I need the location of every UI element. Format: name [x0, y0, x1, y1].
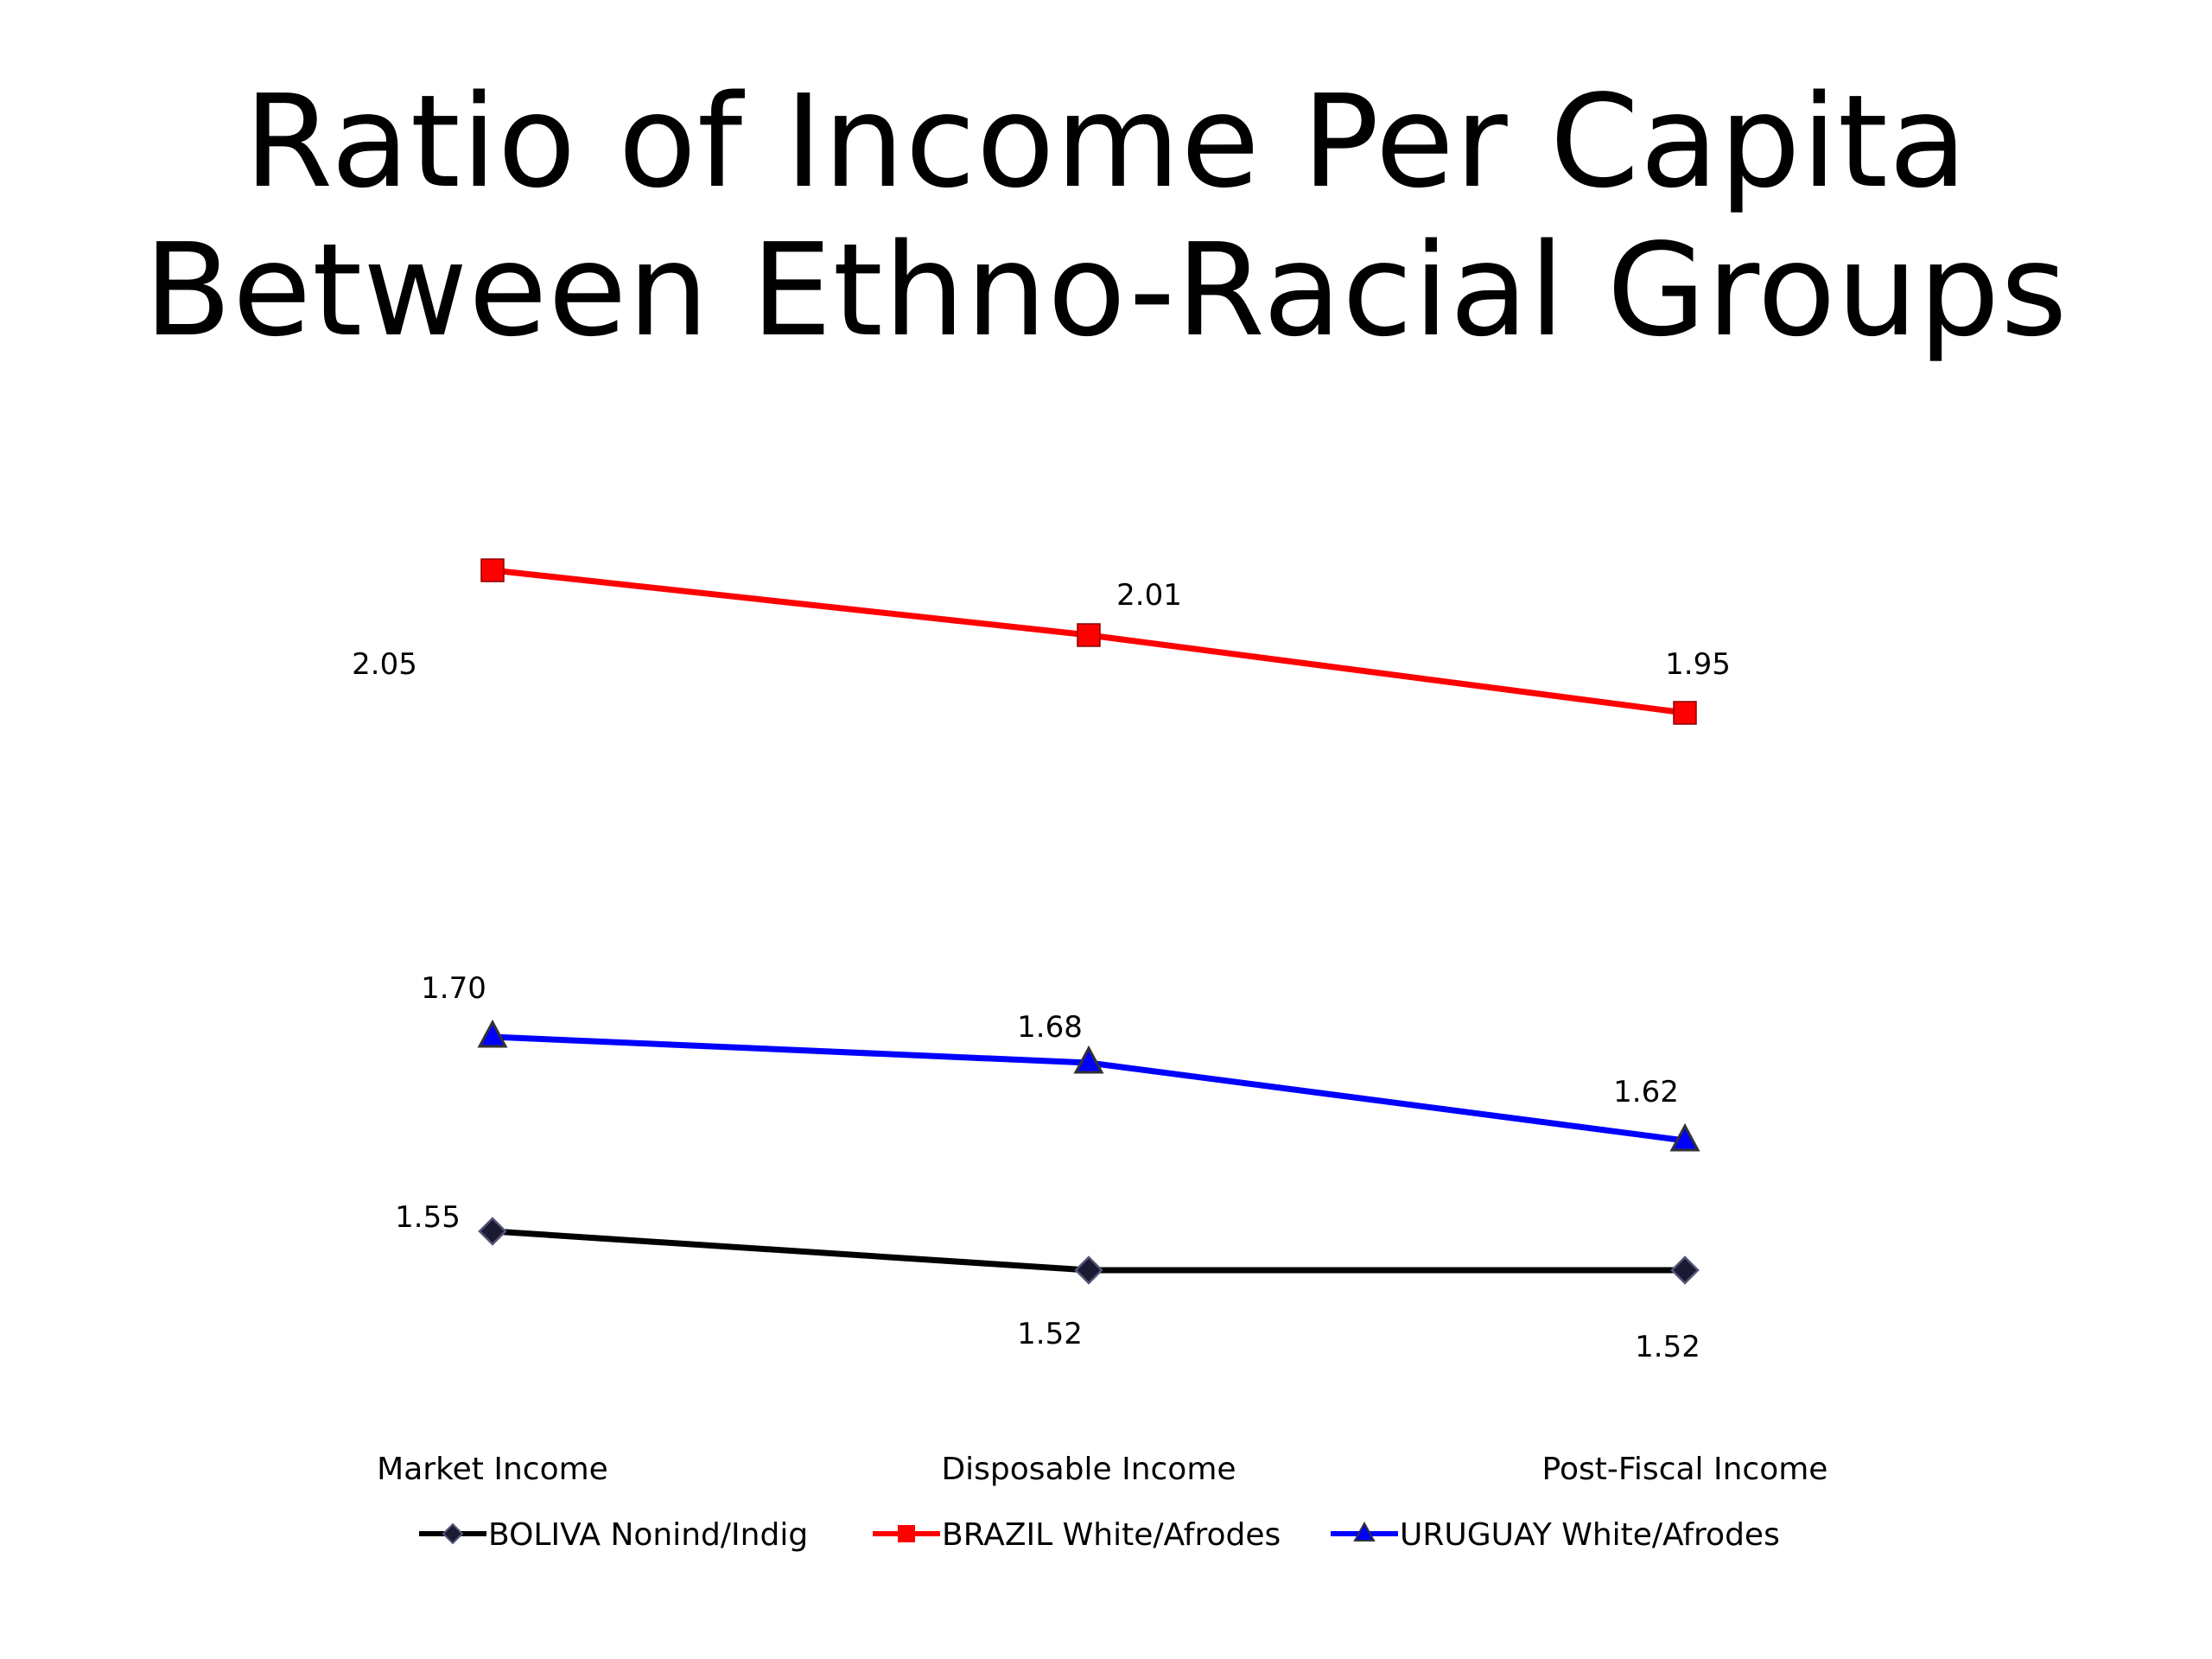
legend-label: URUGUAY White/Afrodes — [1400, 1517, 1780, 1553]
legend-marker — [442, 1522, 464, 1545]
data-label: 2.01 — [1116, 578, 1182, 613]
data-point-marker — [480, 558, 505, 582]
category-label: Disposable Income — [941, 1452, 1236, 1487]
data-point-marker — [478, 1217, 507, 1246]
data-label: 1.70 — [421, 971, 486, 1006]
series-layer — [477, 558, 1700, 1285]
slide-title: Ratio of Income Per Capita Between Ethno… — [0, 67, 2212, 365]
legend-item: BOLIVA Nonind/Indig — [419, 1517, 808, 1553]
series-1 — [478, 1217, 1700, 1285]
data-label: 1.68 — [1017, 1010, 1083, 1045]
data-label: 1.52 — [1017, 1317, 1083, 1351]
data-label: 1.55 — [395, 1200, 461, 1235]
series-2 — [480, 558, 1697, 725]
legend-label: BRAZIL White/Afrodes — [942, 1517, 1281, 1553]
data-point-marker — [1670, 1255, 1700, 1285]
data-label-layer: 1.55 1.52 1.52 2.05 2.01 1.95 1.70 1.68 1.62 — [352, 578, 1731, 1364]
data-label: 1.95 — [1665, 647, 1731, 682]
data-point-marker — [1669, 1122, 1700, 1152]
data-point-marker — [1673, 701, 1697, 725]
data-point-marker — [1073, 1045, 1104, 1074]
legend-label: BOLIVA Nonind/Indig — [488, 1517, 808, 1553]
legend-marker — [1353, 1521, 1376, 1541]
legend-marker — [898, 1525, 915, 1542]
data-label: 2.05 — [352, 647, 417, 682]
legend: BOLIVA Nonind/Indig BRAZIL White/Afrodes U… — [419, 1517, 1780, 1553]
category-label: Post-Fiscal Income — [1542, 1452, 1828, 1487]
data-point-marker — [477, 1019, 508, 1048]
data-point-marker — [1074, 1255, 1103, 1285]
series-3 — [477, 1019, 1700, 1152]
legend-item: BRAZIL White/Afrodes — [873, 1517, 1281, 1553]
data-point-marker — [1077, 623, 1101, 647]
data-label: 1.52 — [1635, 1330, 1700, 1364]
category-axis-labels: Market Income Disposable Income Post-Fisca… — [377, 1452, 1827, 1487]
title-line-2: Between Ethno-Racial Groups — [143, 216, 2069, 365]
title-line-1: Ratio of Income Per Capita — [244, 67, 1968, 216]
legend-item: URUGUAY White/Afrodes — [1331, 1517, 1780, 1553]
category-label: Market Income — [377, 1452, 608, 1487]
data-label: 1.62 — [1613, 1075, 1679, 1109]
